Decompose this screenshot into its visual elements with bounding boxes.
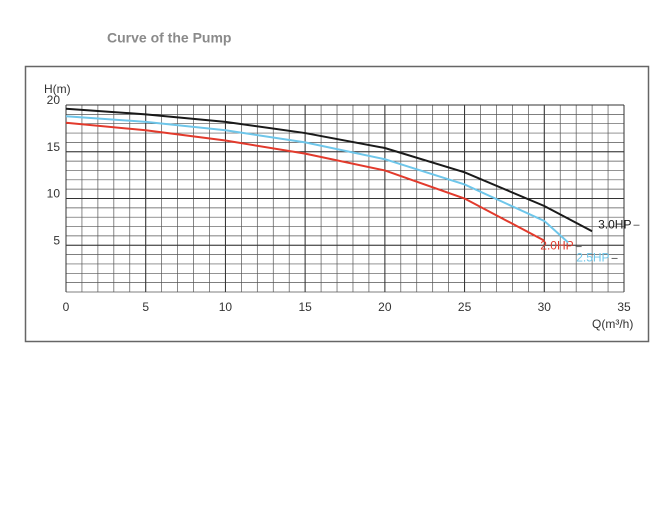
- legend-label: 3.0HP: [598, 217, 631, 231]
- y-tick-label: 5: [53, 233, 60, 247]
- x-tick-label: 10: [219, 300, 233, 314]
- line: [65, 121, 545, 242]
- x-tick-label: 35: [617, 300, 631, 314]
- chart-title: Curve of the Pump: [107, 30, 231, 46]
- y-tick-label: 20: [47, 93, 61, 107]
- frame: [24, 65, 650, 343]
- line: [65, 107, 593, 233]
- x-tick-label: 5: [142, 300, 149, 314]
- y-tick-label: 15: [47, 140, 61, 154]
- legend-label: 2.5HP: [576, 251, 609, 265]
- line: [65, 115, 569, 244]
- x-tick-label: 25: [458, 300, 472, 314]
- x-tick-label: 15: [298, 300, 312, 314]
- legend-label: 2.0HP: [540, 239, 573, 253]
- x-tick-label: 0: [63, 300, 70, 314]
- x-tick-label: 30: [538, 300, 552, 314]
- y-tick-label: 10: [47, 187, 61, 201]
- x-axis-label: Q(m³/h): [592, 317, 633, 331]
- x-tick-label: 20: [378, 300, 392, 314]
- y-axis-label: H(m): [44, 82, 71, 96]
